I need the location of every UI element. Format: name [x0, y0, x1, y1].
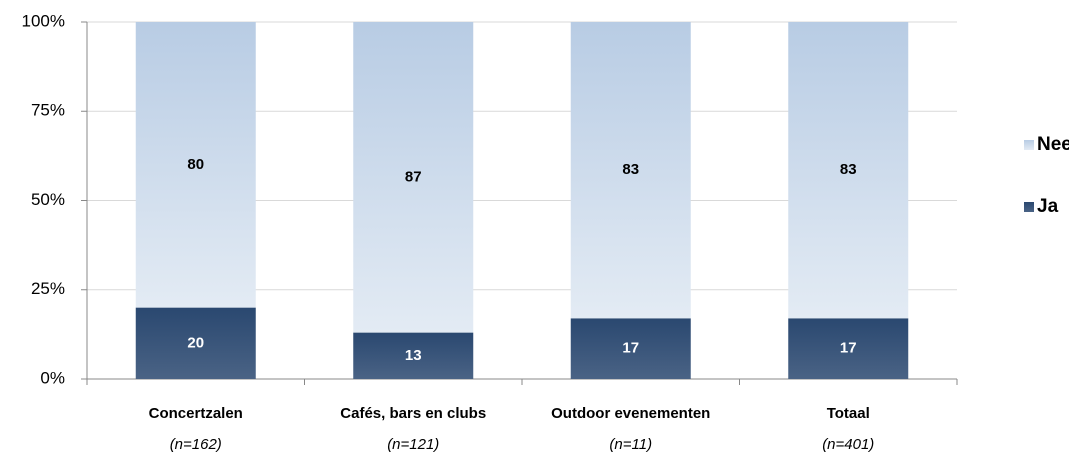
- bar-segment: [353, 22, 474, 333]
- legend-swatch: [1024, 202, 1034, 212]
- x-tick-sublabel: (n=11): [609, 436, 652, 453]
- y-tick-label: 25%: [31, 279, 65, 298]
- x-tick-sublabel: (n=121): [387, 436, 439, 453]
- bar-segment: [353, 332, 474, 379]
- data-label: 20: [187, 334, 204, 351]
- x-tick-sublabel: (n=401): [822, 436, 874, 453]
- x-tick-label: Concertzalen: [149, 405, 243, 422]
- bar-segment: [135, 307, 256, 379]
- legend-label: Ja: [1037, 196, 1059, 217]
- bar-segment: [570, 22, 691, 319]
- data-label: 83: [840, 161, 857, 178]
- y-tick-label: 75%: [31, 101, 65, 120]
- bar-segment: [570, 318, 691, 379]
- x-tick-label: Cafés, bars en clubs: [340, 405, 486, 422]
- legend-swatch: [1024, 140, 1034, 150]
- y-tick-label: 100%: [22, 11, 65, 30]
- bar-segment: [788, 22, 909, 319]
- data-label: 87: [405, 168, 422, 185]
- legend-label: Nee: [1037, 134, 1069, 155]
- x-tick-label: Totaal: [827, 405, 870, 422]
- bar-segment: [135, 22, 256, 308]
- bar-segment: [788, 318, 909, 379]
- y-tick-label: 0%: [40, 368, 65, 387]
- x-tick-label: Outdoor evenementen: [551, 405, 710, 422]
- data-label: 83: [622, 161, 639, 178]
- x-tick-sublabel: (n=162): [170, 436, 222, 453]
- data-label: 17: [840, 340, 857, 357]
- data-label: 80: [187, 156, 204, 173]
- data-label: 13: [405, 347, 422, 364]
- y-tick-label: 50%: [31, 190, 65, 209]
- data-label: 17: [622, 340, 639, 357]
